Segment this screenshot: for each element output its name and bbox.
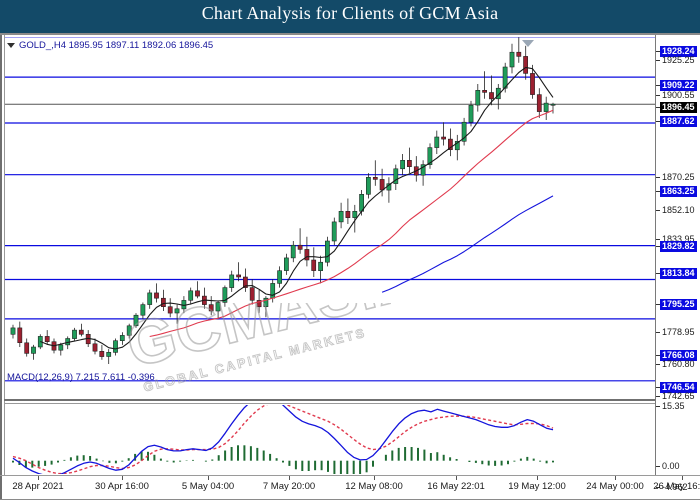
axis-tick — [656, 107, 660, 108]
time-axis-label: 16 May 22:01 — [427, 481, 485, 492]
pane-divider — [4, 399, 655, 401]
price-level-label[interactable]: 1795.25 — [660, 299, 697, 310]
axis-tick — [656, 246, 660, 247]
price-level-label[interactable]: 1863.25 — [660, 186, 697, 197]
axis-tick — [656, 396, 660, 397]
time-axis-label: 26 May 16:00 — [653, 481, 700, 492]
time-axis-label: 28 Apr 2021 — [12, 481, 64, 492]
axis-tick — [656, 191, 660, 192]
axis-tick — [656, 304, 660, 305]
macd-indicator-pane[interactable] — [5, 405, 655, 474]
axis-tick — [656, 210, 660, 211]
price-level-label[interactable]: 1928.24 — [660, 46, 697, 57]
axis-tick — [656, 406, 660, 407]
time-axis-tick — [615, 476, 616, 480]
axis-tick — [656, 95, 660, 96]
macd-header-label: MACD(12,26,9) 7.215 7.611 -0.396 — [7, 372, 155, 383]
price-axis[interactable]: 1928.24 1925.25 1909.22 1900.55 1896.45 1887.… — [656, 35, 700, 492]
time-axis-tick — [289, 476, 290, 480]
symbol-header-label: GOLD_,H4 1895.95 1897.11 1892.06 1896.45 — [19, 39, 214, 51]
axis-tick — [656, 487, 660, 488]
axis-tick — [656, 387, 660, 388]
axis-tick — [656, 355, 660, 356]
axis-tick — [656, 177, 660, 178]
price-level-label[interactable]: 1909.22 — [660, 80, 697, 91]
collapse-chevron-icon[interactable] — [522, 40, 534, 47]
time-axis-tick — [537, 476, 538, 480]
price-tick-label: 1925.25 — [662, 55, 695, 65]
price-tick-label: 0.00 — [662, 461, 680, 471]
time-axis-tick — [456, 476, 457, 480]
price-level-label[interactable]: 1887.62 — [660, 116, 697, 127]
symbol-header[interactable]: GOLD_,H4 1895.95 1897.11 1892.06 1896.45 — [7, 39, 213, 51]
frame-bottom-border — [0, 475, 700, 476]
time-axis-tick — [208, 476, 209, 480]
time-axis-label: 30 Apr 16:00 — [95, 481, 149, 492]
time-axis-label: 5 May 04:00 — [181, 481, 235, 492]
axis-tick — [656, 239, 660, 240]
axis-tick — [656, 85, 660, 86]
frame-inner-border — [4, 35, 5, 475]
price-level-label[interactable]: 1766.08 — [660, 350, 697, 361]
time-axis-tick — [374, 476, 375, 480]
axis-tick — [656, 51, 660, 52]
axis-tick — [656, 60, 660, 61]
price-tick-label: 1870.25 — [662, 172, 695, 182]
axis-tick — [656, 121, 660, 122]
price-tick-label: 1760.80 — [662, 359, 695, 369]
time-axis-label: 7 May 20:00 — [262, 481, 316, 492]
axis-tick — [656, 466, 660, 467]
chart-container: GCMASIA GLOBAL CAPITAL MARKETS GOLD_,H4 … — [0, 33, 700, 500]
frame-left-border — [0, 35, 2, 500]
price-tick-label: 1742.65 — [662, 391, 695, 401]
price-level-label[interactable]: 1813.84 — [660, 268, 697, 279]
time-axis-label: 19 May 12:00 — [508, 481, 566, 492]
axis-tick — [656, 332, 660, 333]
price-level-label[interactable]: 1829.82 — [660, 241, 697, 252]
price-tick-label: 1833.95 — [662, 234, 695, 244]
chevron-down-icon[interactable] — [7, 42, 15, 48]
time-axis-tick — [682, 476, 683, 480]
axis-tick — [656, 364, 660, 365]
time-axis-tick — [122, 476, 123, 480]
time-axis-label: 12 May 08:00 — [345, 481, 403, 492]
time-axis-tick — [38, 476, 39, 480]
price-tick-label: -4.962 — [662, 482, 688, 492]
price-tick-label: 1852.10 — [662, 205, 695, 215]
axis-tick — [656, 273, 660, 274]
time-axis-label: 24 May 00:00 — [586, 481, 644, 492]
current-price-label[interactable]: 1896.45 — [660, 102, 697, 113]
window-title-bar: Chart Analysis for Clients of GCM Asia — [0, 0, 700, 33]
pane-divider-2 — [4, 403, 655, 404]
price-chart-pane[interactable] — [5, 37, 655, 399]
price-level-label[interactable]: 1746.54 — [660, 382, 697, 393]
price-tick-label: 1778.95 — [662, 327, 695, 337]
price-tick-label: 1900.55 — [662, 90, 695, 100]
page-title: Chart Analysis for Clients of GCM Asia — [201, 3, 499, 23]
time-axis[interactable]: 28 Apr 2021 30 Apr 16:00 5 May 04:00 7 May … — [0, 476, 700, 498]
frame-right-border — [655, 35, 656, 475]
price-tick-label: 15.35 — [662, 401, 685, 411]
